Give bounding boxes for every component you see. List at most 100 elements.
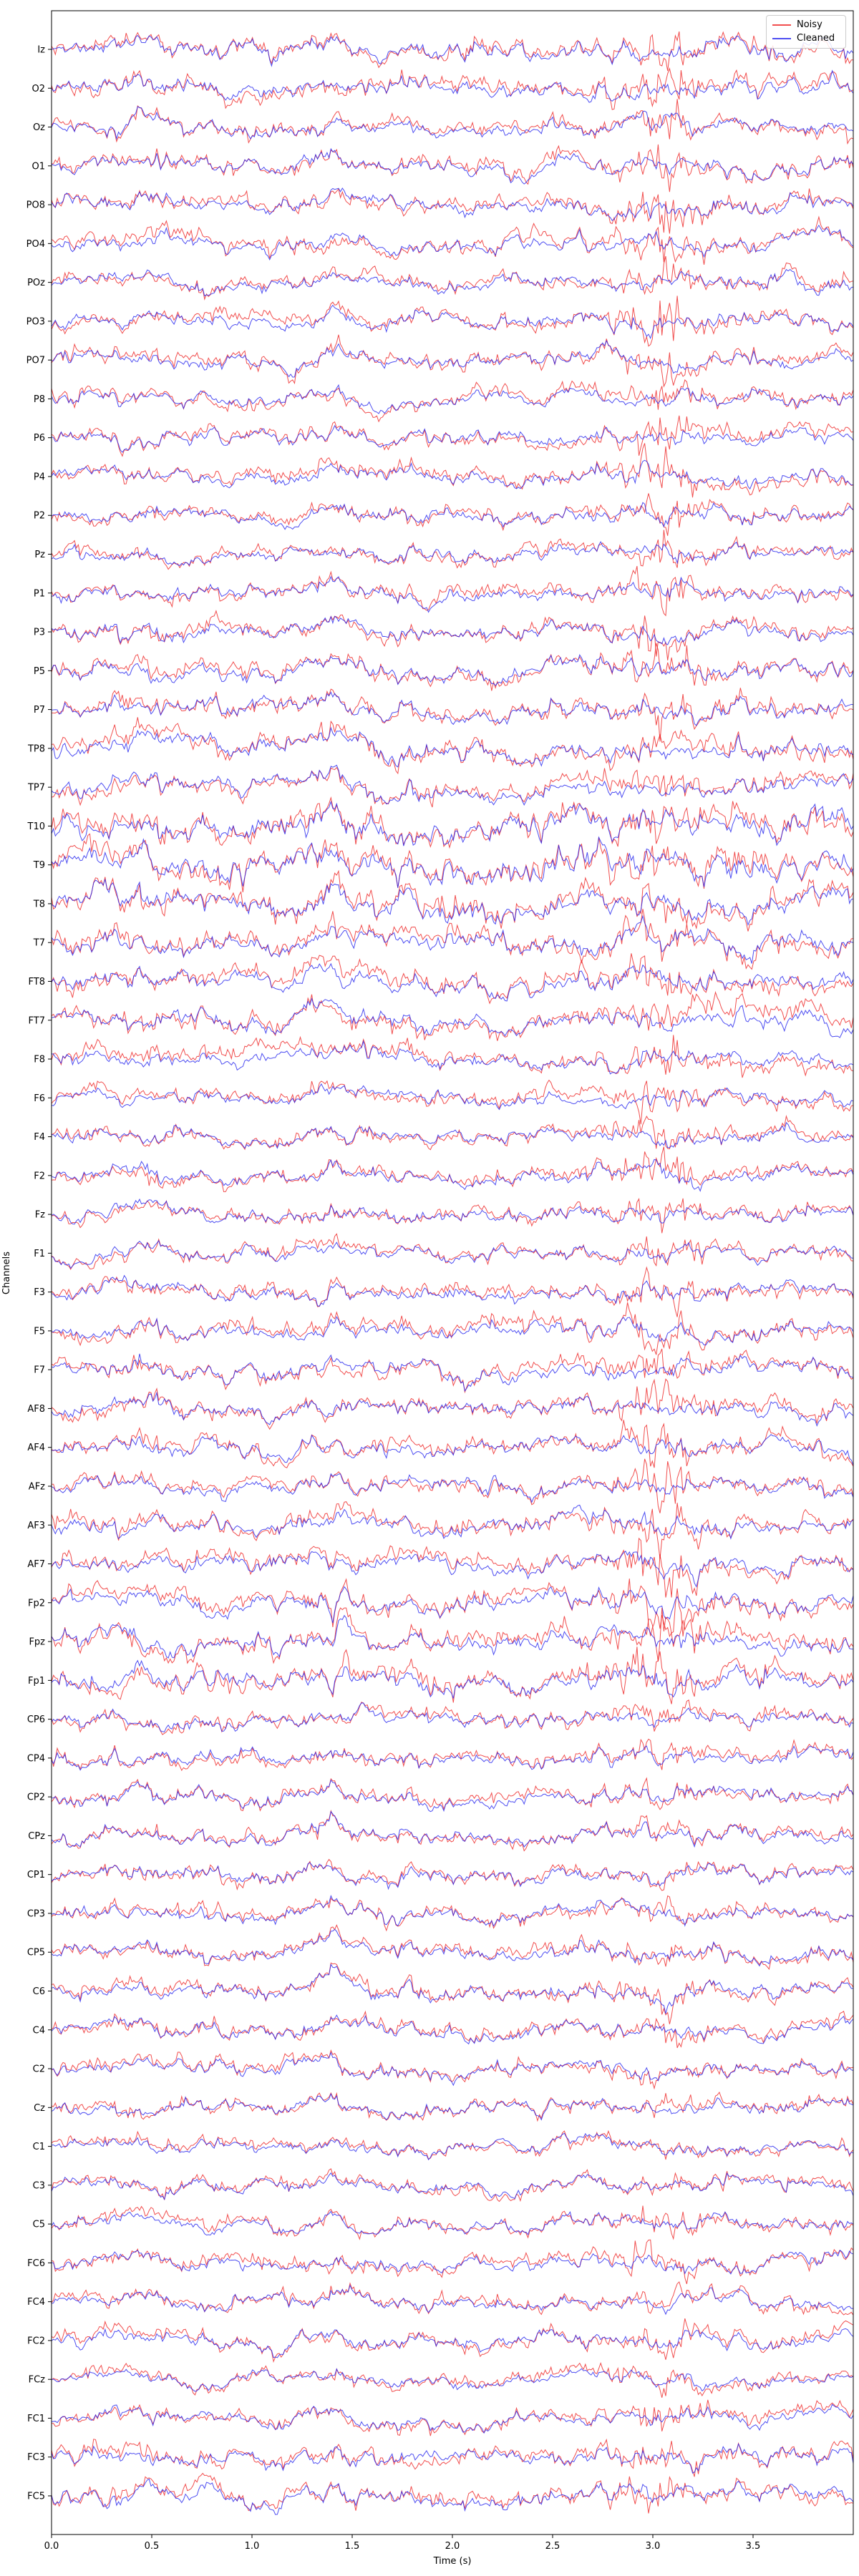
- trace-noisy-CP6: [52, 1699, 853, 1735]
- trace-noisy-P6: [52, 415, 853, 457]
- trace-cleaned-PO7: [52, 340, 853, 378]
- trace-cleaned-F1: [52, 1239, 853, 1269]
- channel-label-P3: P3: [34, 628, 45, 638]
- trace-noisy-Pz: [52, 530, 853, 570]
- channel-label-Fp2: Fp2: [28, 1598, 45, 1609]
- channel-label-F3: F3: [34, 1287, 45, 1298]
- channel-label-T7: T7: [33, 938, 45, 949]
- trace-cleaned-F7: [52, 1353, 853, 1392]
- trace-noisy-Fpz: [52, 1607, 853, 1664]
- x-tick-label-1.0: 1.0: [245, 2541, 260, 2552]
- channel-label-CP4: CP4: [27, 1753, 45, 1764]
- trace-cleaned-P1: [52, 575, 853, 613]
- trace-cleaned-AF7: [52, 1551, 853, 1588]
- channel-label-C6: C6: [33, 1986, 45, 1997]
- trace-noisy-POz: [52, 255, 853, 301]
- trace-noisy-P2: [52, 493, 853, 536]
- channel-label-P6: P6: [34, 433, 45, 444]
- channel-label-F2: F2: [34, 1171, 45, 1181]
- trace-noisy-C3: [52, 2168, 853, 2202]
- trace-cleaned-AFz: [52, 1473, 853, 1503]
- trace-noisy-F7: [52, 1348, 853, 1394]
- trace-cleaned-FT8: [52, 962, 853, 1002]
- channel-label-P7: P7: [34, 705, 45, 716]
- channel-label-Cz: Cz: [34, 2103, 45, 2114]
- channel-label-Fz: Fz: [35, 1210, 45, 1221]
- trace-noisy-CP4: [52, 1738, 853, 1772]
- trace-cleaned-FC1: [52, 2404, 853, 2434]
- trace-noisy-PO4: [52, 215, 853, 265]
- channel-label-P2: P2: [34, 511, 45, 522]
- y-axis-title: Channels: [1, 1252, 12, 1294]
- trace-cleaned-Iz: [52, 34, 853, 67]
- cleaned-line-swatch-icon: [772, 38, 791, 39]
- channel-label-O1: O1: [31, 161, 45, 172]
- channel-label-F6: F6: [34, 1093, 45, 1104]
- trace-cleaned-P6: [52, 424, 853, 453]
- x-axis-ticks: 0.0 0.5 1.0 1.5 2.0 2.5 3.0 3.5: [44, 2534, 760, 2552]
- trace-noisy-O2: [52, 67, 853, 110]
- x-tick-label-0.0: 0.0: [44, 2541, 59, 2552]
- trace-noisy-P7: [52, 688, 853, 742]
- channel-label-AFz: AFz: [29, 1481, 45, 1492]
- trace-cleaned-Cz: [52, 2092, 853, 2121]
- channel-label-CP5: CP5: [27, 1948, 45, 1958]
- channel-label-POz: POz: [27, 278, 45, 288]
- trace-cleaned-CP3: [52, 1895, 853, 1927]
- trace-cleaned-Fp2: [52, 1586, 853, 1624]
- trace-noisy-Fz: [52, 1198, 853, 1234]
- channel-label-CPz: CPz: [28, 1831, 45, 1842]
- channel-label-Pz: Pz: [34, 550, 45, 560]
- channel-label-FT8: FT8: [29, 977, 45, 987]
- channel-label-FT7: FT7: [29, 1015, 45, 1026]
- channel-label-C1: C1: [33, 2142, 45, 2152]
- x-tick-label-2.5: 2.5: [545, 2541, 560, 2552]
- trace-noisy-F8: [52, 1035, 853, 1078]
- trace-noisy-AF7: [52, 1537, 853, 1598]
- channel-label-PO7: PO7: [26, 356, 45, 366]
- channel-label-FC6: FC6: [27, 2258, 45, 2269]
- noisy-legend-label: Noisy: [797, 19, 822, 30]
- y-axis-ticks: Iz O2 Oz O1 PO8 PO4 POz PO3 PO7 P8 P6 P4 P2 Pz P1 P3 P5 P…: [26, 45, 52, 2502]
- trace-cleaned-C3: [52, 2172, 853, 2200]
- channel-label-C5: C5: [33, 2220, 45, 2230]
- trace-cleaned-CP6: [52, 1702, 853, 1732]
- trace-cleaned-PO3: [52, 304, 853, 340]
- trace-noisy-AF8: [52, 1378, 853, 1430]
- trace-noisy-PO7: [52, 334, 853, 388]
- trace-noisy-C4: [52, 2010, 853, 2049]
- trace-noisy-F3: [52, 1266, 853, 1317]
- channel-label-F8: F8: [34, 1055, 45, 1065]
- trace-cleaned-Oz: [52, 106, 853, 140]
- channel-label-AF7: AF7: [27, 1559, 45, 1570]
- trace-cleaned-CP2: [52, 1779, 853, 1813]
- plot-frame: [51, 10, 854, 2535]
- channel-label-C4: C4: [33, 2025, 45, 2036]
- channel-label-TP7: TP7: [27, 783, 45, 794]
- channel-label-Fpz: Fpz: [29, 1637, 45, 1648]
- trace-cleaned-CPz: [52, 1810, 853, 1848]
- trace-noisy-AF4: [52, 1420, 853, 1468]
- channel-label-T9: T9: [33, 860, 45, 871]
- channel-label-F5: F5: [34, 1326, 45, 1337]
- trace-cleaned-TP7: [52, 764, 853, 806]
- channel-label-T8: T8: [33, 899, 45, 909]
- channel-label-P4: P4: [34, 472, 45, 482]
- channel-label-FC2: FC2: [27, 2336, 45, 2346]
- legend: Noisy Cleaned: [766, 15, 846, 49]
- traces: [52, 31, 853, 2515]
- trace-cleaned-CP4: [52, 1745, 853, 1771]
- trace-cleaned-AF8: [52, 1391, 853, 1427]
- trace-cleaned-Fz: [52, 1198, 853, 1225]
- trace-cleaned-AF4: [52, 1434, 853, 1465]
- channel-label-CP1: CP1: [27, 1870, 45, 1880]
- channel-label-AF3: AF3: [27, 1521, 45, 1531]
- trace-cleaned-P7: [52, 691, 853, 726]
- trace-cleaned-FCz: [52, 2368, 853, 2392]
- trace-noisy-P8: [52, 379, 853, 423]
- trace-noisy-P4: [52, 443, 853, 498]
- trace-noisy-F5: [52, 1302, 853, 1355]
- trace-noisy-FC5: [52, 2472, 853, 2514]
- channel-label-P8: P8: [34, 394, 45, 405]
- trace-noisy-FT7: [52, 990, 853, 1041]
